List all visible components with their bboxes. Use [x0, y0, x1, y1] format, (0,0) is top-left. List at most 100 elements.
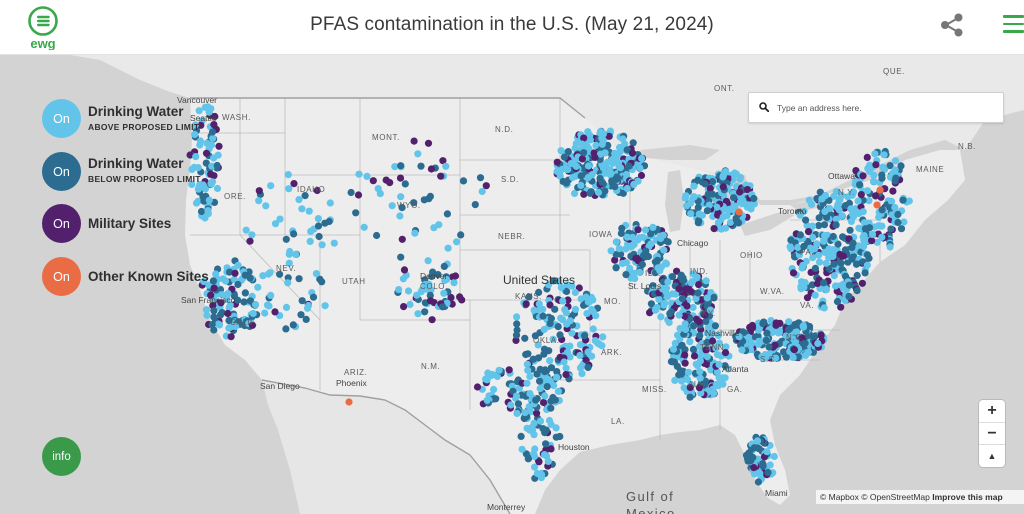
site-marker — [692, 315, 701, 323]
site-marker — [687, 210, 695, 218]
site-marker — [450, 279, 458, 287]
site-marker — [804, 348, 812, 356]
site-marker — [396, 212, 404, 220]
site-marker — [557, 314, 565, 322]
label-nm: N.M. — [421, 362, 441, 371]
site-marker — [201, 214, 209, 222]
site-marker — [712, 380, 720, 389]
site-marker — [891, 157, 900, 165]
site-marker — [659, 231, 667, 239]
site-marker — [495, 366, 503, 374]
site-marker — [690, 352, 699, 360]
osm-link[interactable]: © OpenStreetMap — [861, 492, 930, 502]
site-marker — [703, 207, 712, 215]
toggle-other-known-sites[interactable]: On — [42, 257, 81, 296]
site-marker — [267, 182, 275, 190]
site-marker — [830, 192, 838, 200]
compass-button[interactable]: ▲ — [979, 444, 1005, 466]
site-marker — [532, 396, 540, 404]
site-marker — [557, 283, 565, 292]
site-marker — [443, 275, 451, 284]
site-marker — [517, 432, 525, 440]
info-button[interactable]: info — [42, 437, 81, 476]
label-wyo: WYO. — [397, 201, 421, 210]
site-marker — [664, 238, 672, 246]
site-marker — [671, 339, 679, 347]
site-marker — [562, 179, 571, 187]
menu-button[interactable] — [1003, 15, 1024, 35]
site-marker — [560, 358, 568, 366]
site-marker — [397, 193, 405, 201]
site-marker — [866, 167, 874, 175]
site-marker — [305, 207, 313, 215]
site-marker — [886, 162, 894, 170]
site-marker — [894, 210, 902, 219]
site-marker — [702, 317, 710, 325]
site-marker — [622, 170, 631, 179]
site-marker — [852, 167, 860, 175]
toggle-drinking-water-above[interactable]: On — [42, 99, 81, 138]
site-marker — [833, 298, 842, 306]
site-marker — [564, 166, 572, 174]
mapbox-link[interactable]: © Mapbox — [820, 492, 859, 502]
site-marker — [315, 232, 323, 241]
site-marker — [444, 244, 452, 252]
site-marker — [774, 329, 783, 337]
site-markers — [186, 103, 913, 486]
site-marker — [878, 206, 886, 214]
share-button[interactable] — [939, 12, 965, 38]
site-marker — [306, 237, 314, 245]
toggle-military-sites[interactable]: On — [42, 204, 81, 243]
site-marker — [535, 458, 543, 466]
site-marker — [439, 303, 447, 311]
label-nev: NEV. — [276, 264, 297, 273]
site-marker — [552, 424, 560, 432]
site-marker — [262, 202, 270, 210]
site-marker — [701, 180, 709, 188]
site-marker — [683, 302, 691, 310]
site-marker — [607, 247, 615, 255]
site-marker — [457, 231, 465, 239]
site-marker — [539, 398, 548, 407]
site-marker — [832, 215, 840, 223]
site-marker — [572, 162, 580, 170]
toggle-drinking-water-below[interactable]: On — [42, 152, 81, 191]
zoom-in-button[interactable]: + — [987, 402, 997, 419]
site-marker — [453, 238, 461, 246]
map-canvas[interactable]: QUE. ONT. N.B. Vancouver WASH. MONT. N.D… — [0, 55, 1024, 514]
site-marker — [721, 349, 730, 357]
label-idaho: IDAHO — [297, 185, 326, 194]
site-marker — [715, 373, 723, 382]
site-marker — [536, 384, 544, 393]
site-marker — [710, 293, 718, 302]
site-marker — [814, 339, 822, 348]
menu-bar — [1003, 22, 1024, 25]
menu-bar — [1003, 30, 1024, 33]
site-marker — [686, 338, 694, 346]
site-marker — [482, 375, 490, 383]
site-marker — [208, 321, 216, 329]
site-marker — [850, 188, 858, 196]
search-input[interactable] — [777, 93, 999, 122]
site-marker — [549, 393, 557, 402]
address-search[interactable] — [748, 92, 1004, 123]
mexico-border — [261, 379, 511, 514]
ewg-logo[interactable]: ewg — [26, 6, 60, 50]
site-marker — [549, 277, 558, 285]
site-marker — [286, 247, 294, 256]
site-marker — [766, 461, 774, 469]
site-marker — [713, 203, 721, 211]
site-marker — [224, 309, 232, 318]
site-marker — [660, 246, 668, 254]
zoom-out-button[interactable]: − — [979, 422, 1005, 444]
site-marker — [266, 269, 274, 277]
site-marker — [634, 226, 642, 234]
site-marker — [817, 331, 825, 340]
legend-title: Drinking Water — [88, 156, 184, 171]
site-marker — [660, 301, 668, 309]
improve-map-link[interactable]: Improve this map — [932, 492, 1003, 502]
site-marker — [678, 295, 687, 303]
site-marker — [612, 264, 620, 272]
site-marker — [276, 270, 284, 278]
site-marker — [318, 241, 326, 249]
